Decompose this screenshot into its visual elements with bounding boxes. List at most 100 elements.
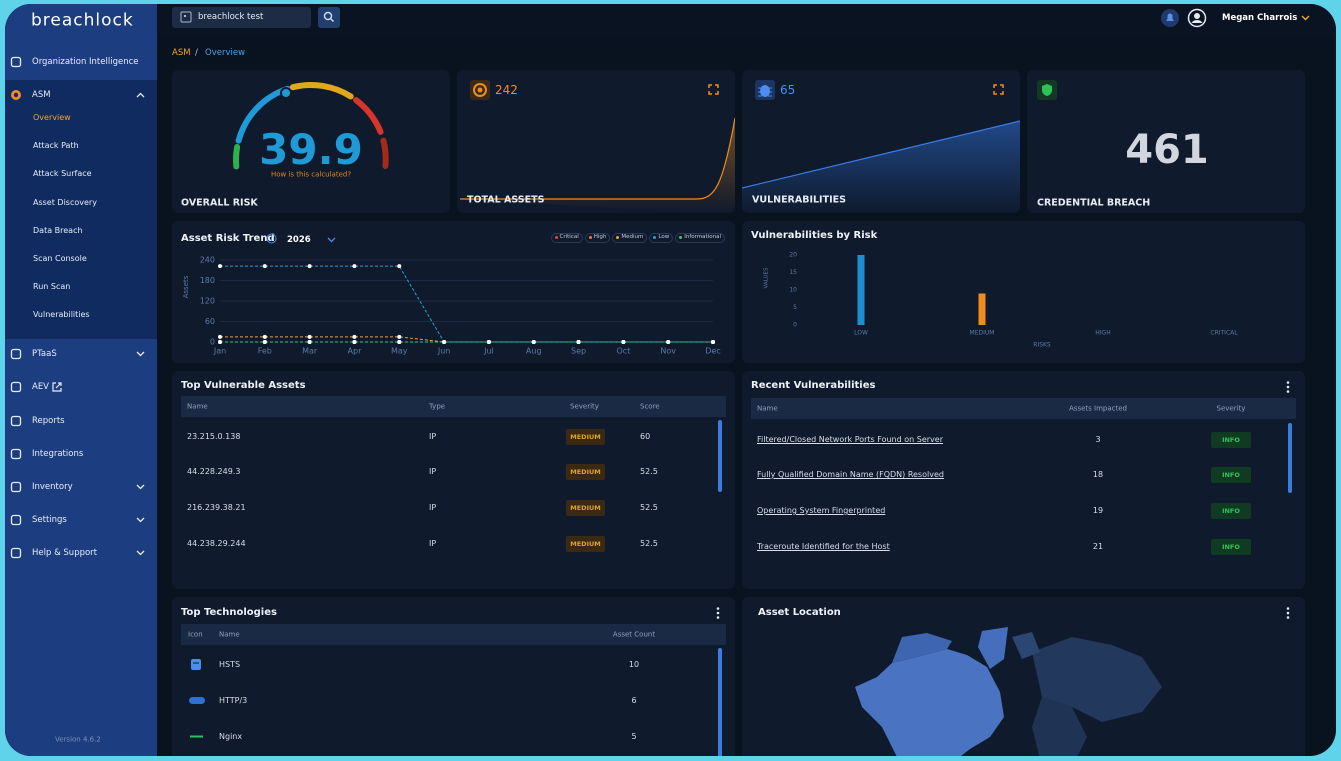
- scrollbar[interactable]: [718, 420, 722, 492]
- search-box[interactable]: [172, 7, 311, 28]
- asset-name[interactable]: 23.215.0.138: [187, 432, 241, 441]
- submenu-item[interactable]: Asset Discovery: [33, 198, 97, 207]
- nav-icon[interactable]: [10, 56, 22, 68]
- submenu-item[interactable]: Vulnerabilities: [33, 310, 90, 319]
- expand-icon[interactable]: [993, 84, 1004, 95]
- submenu-item[interactable]: Attack Path: [33, 141, 79, 150]
- year-select[interactable]: 2026: [287, 234, 311, 245]
- vulnerability-link[interactable]: Fully Qualified Domain Name (FQDN) Resol…: [757, 470, 944, 479]
- chevron[interactable]: [136, 550, 145, 556]
- nav-icon[interactable]: [10, 348, 22, 360]
- nav-item[interactable]: Help & Support: [32, 547, 98, 558]
- asset-name[interactable]: 216.239.38.21: [187, 503, 246, 512]
- nav-icon[interactable]: [10, 547, 22, 559]
- legend: Critical High Medium Low Informational: [550, 233, 725, 243]
- vulnerability-link[interactable]: Operating System Fingerprinted: [757, 506, 886, 515]
- nav-item[interactable]: Reports: [32, 415, 65, 426]
- nav-icon[interactable]: [10, 415, 22, 427]
- legend-swatch: [653, 236, 657, 240]
- y-tick-label: 5: [793, 304, 797, 311]
- x-tick-label: MEDIUM: [970, 330, 995, 337]
- asset-name[interactable]: 44.238.29.244: [187, 539, 246, 548]
- submenu-item[interactable]: Attack Surface: [33, 169, 92, 178]
- asset-type: IP: [429, 467, 437, 476]
- data-point: [352, 334, 357, 339]
- search-text[interactable]: breachlock test: [198, 11, 264, 22]
- submenu-item[interactable]: Overview: [33, 113, 71, 122]
- kebab-menu[interactable]: [716, 607, 720, 619]
- submenu-item[interactable]: Run Scan: [33, 282, 71, 291]
- nav-item[interactable]: Inventory: [32, 481, 73, 492]
- table-header: [751, 398, 1296, 419]
- expand-icon[interactable]: [708, 84, 719, 95]
- vulnerability-link[interactable]: Traceroute Identified for the Host: [757, 542, 890, 551]
- column-header: Severity: [1216, 404, 1246, 413]
- user-avatar[interactable]: [1187, 8, 1207, 28]
- vulnerability-link[interactable]: Filtered/Closed Network Ports Found on S…: [757, 435, 943, 444]
- info-icon[interactable]: [266, 233, 277, 244]
- chevron[interactable]: [136, 517, 145, 523]
- asset-type: IP: [429, 432, 437, 441]
- data-point: [262, 340, 267, 344]
- legend-item[interactable]: High: [584, 233, 611, 243]
- risk-gauge: [233, 82, 389, 170]
- nav-item[interactable]: Integrations: [32, 448, 84, 459]
- chevron[interactable]: [136, 92, 145, 98]
- column-header: Score: [640, 402, 660, 411]
- legend-item[interactable]: Informational: [675, 233, 725, 243]
- nav-item[interactable]: ASM: [32, 89, 51, 100]
- severity-badge: MEDIUM: [566, 429, 605, 445]
- vuln-by-risk-chart: 0 5 10 15 20 LOW MEDIUM HIGH CRITICAL RISKS VALUES: [764, 252, 1239, 349]
- logo[interactable]: breachlock: [31, 10, 134, 31]
- x-tick-label: Mar: [302, 347, 318, 356]
- nav-item[interactable]: PTaaS: [32, 348, 57, 359]
- topbar: [157, 4, 1336, 37]
- nav-icon[interactable]: [10, 514, 22, 526]
- scrollbar[interactable]: [718, 648, 722, 756]
- chevron[interactable]: [136, 484, 145, 490]
- nav-icon[interactable]: [10, 89, 22, 101]
- nav-icon[interactable]: [10, 381, 22, 393]
- dot: [1286, 390, 1290, 393]
- dot: [1286, 381, 1290, 384]
- severity-badge: MEDIUM: [566, 536, 605, 552]
- search-button[interactable]: [318, 7, 340, 28]
- kebab-menu[interactable]: [1286, 607, 1290, 619]
- card-title: Asset Risk Trend: [181, 233, 275, 244]
- submenu-item[interactable]: Scan Console: [33, 254, 87, 263]
- submenu-item[interactable]: Data Breach: [33, 226, 83, 235]
- overall-risk-card: [172, 70, 450, 213]
- severity-badge: MEDIUM: [566, 500, 605, 516]
- risk-calculation-link[interactable]: How is this calculated?: [270, 170, 352, 179]
- icon-shape: [10, 348, 22, 360]
- data-point: [218, 334, 222, 339]
- dot: [1286, 385, 1290, 389]
- asm-menu-bg: [5, 80, 157, 339]
- chevron[interactable]: [136, 351, 145, 357]
- breadcrumb-parent[interactable]: ASM: [172, 47, 191, 58]
- nav-icon[interactable]: [10, 448, 22, 460]
- y-tick-label: 0: [793, 322, 797, 329]
- legend-item[interactable]: Low: [649, 233, 674, 243]
- nav-item[interactable]: Settings: [32, 514, 67, 525]
- nav-item[interactable]: AEV: [32, 381, 49, 392]
- badge-text: INFO: [1222, 543, 1240, 551]
- legend-item[interactable]: Medium: [612, 233, 648, 243]
- asset-name[interactable]: 44.228.249.3: [187, 467, 241, 476]
- legend-item[interactable]: Critical: [550, 233, 583, 243]
- tech-name: HTTP/3: [219, 696, 248, 705]
- kebab-menu[interactable]: [1286, 381, 1290, 393]
- nav-icon[interactable]: [10, 481, 22, 493]
- top-technologies-card: [172, 597, 735, 756]
- year-chevron[interactable]: [327, 237, 336, 243]
- external-link-icon[interactable]: [52, 382, 62, 392]
- user-chevron[interactable]: [1301, 15, 1310, 21]
- scrollbar[interactable]: [1288, 423, 1292, 493]
- dot: [716, 607, 720, 610]
- y-tick-label: 20: [789, 252, 797, 259]
- user-name[interactable]: Megan Charrois: [1222, 12, 1298, 23]
- x-tick-label: Apr: [348, 347, 363, 356]
- dot: [1286, 607, 1290, 610]
- nav-item[interactable]: Organization Intelligence: [32, 56, 139, 67]
- notification-bell[interactable]: [1160, 8, 1180, 28]
